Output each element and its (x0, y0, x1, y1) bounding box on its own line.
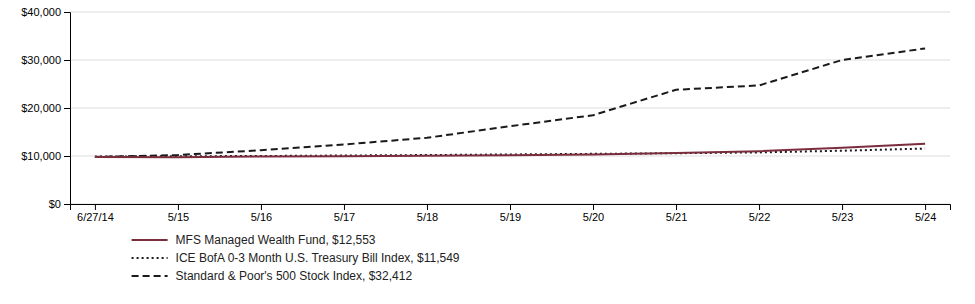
x-tick-label: 5/20 (583, 211, 604, 223)
legend-label: MFS Managed Wealth Fund, $12,553 (176, 233, 376, 247)
x-tick-label: 5/19 (500, 211, 521, 223)
y-tick: $30,000 (21, 54, 70, 66)
y-tick: $0 (49, 198, 70, 210)
x-tick: 5/22 (749, 204, 770, 223)
y-tick-mark (64, 156, 70, 157)
x-tick-label: 5/15 (168, 211, 189, 223)
y-tick-label: $10,000 (21, 150, 61, 162)
legend: MFS Managed Wealth Fund, $12,553 ICE BofA… (132, 233, 460, 283)
legend-swatch (132, 275, 168, 277)
x-tick-mark (427, 204, 428, 210)
y-tick: $40,000 (21, 6, 70, 18)
legend-swatch (132, 239, 168, 241)
x-tick: 5/23 (832, 204, 853, 223)
series-line (95, 48, 925, 157)
x-tick-mark (759, 204, 760, 210)
x-tick: 5/24 (915, 204, 936, 223)
y-axis: $0 $10,000 $20,000 $30,000 $40,000 (21, 6, 70, 210)
y-tick-mark (64, 12, 70, 13)
y-tick-mark (64, 204, 70, 205)
x-tick-mark (676, 204, 677, 210)
grid (70, 12, 950, 204)
x-tick: 5/16 (251, 204, 272, 223)
x-tick-label: 5/18 (417, 211, 438, 223)
x-tick-label: 5/22 (749, 211, 770, 223)
y-tick-label: $30,000 (21, 54, 61, 66)
x-tick: 5/18 (417, 204, 438, 223)
x-tick-mark (593, 204, 594, 210)
x-tick-mark (261, 204, 262, 210)
y-axis-line (64, 13, 71, 205)
grid-line (70, 108, 950, 109)
x-tick-mark (95, 204, 96, 210)
series-line (95, 144, 925, 157)
x-axis-line (71, 205, 951, 211)
x-tick-mark (925, 204, 926, 210)
legend-label: ICE BofA 0-3 Month U.S. Treasury Bill In… (176, 251, 460, 265)
x-tick: 6/27/14 (77, 204, 114, 223)
y-tick-label: $40,000 (21, 6, 61, 18)
y-tick-mark (64, 108, 70, 109)
legend-item: Standard & Poor's 500 Stock Index, $32,4… (132, 269, 413, 283)
x-tick-label: 5/23 (832, 211, 853, 223)
grid-line (70, 12, 950, 13)
x-tick: 5/20 (583, 204, 604, 223)
x-tick-mark (178, 204, 179, 210)
x-tick: 5/15 (168, 204, 189, 223)
legend-swatch (132, 257, 168, 259)
y-tick: $10,000 (21, 150, 70, 162)
y-tick-mark (64, 60, 70, 61)
x-tick-mark (842, 204, 843, 210)
legend-item: ICE BofA 0-3 Month U.S. Treasury Bill In… (132, 251, 460, 265)
x-tick-label: 5/21 (666, 211, 687, 223)
plot: $0 $10,000 $20,000 $30,000 $40,000 6/27/14 5/1… (21, 6, 950, 223)
chart: $0 $10,000 $20,000 $30,000 $40,000 6/27/14 5/1… (0, 0, 975, 304)
legend-item: MFS Managed Wealth Fund, $12,553 (132, 233, 376, 247)
grid-line (70, 60, 950, 61)
x-tick: 5/21 (666, 204, 687, 223)
x-tick-label: 6/27/14 (77, 211, 114, 223)
x-tick-label: 5/16 (251, 211, 272, 223)
legend-label: Standard & Poor's 500 Stock Index, $32,4… (176, 269, 413, 283)
x-tick: 5/19 (500, 204, 521, 223)
y-tick: $20,000 (21, 102, 70, 114)
lines (95, 48, 925, 157)
x-tick-label: 5/24 (915, 211, 936, 223)
x-tick: 5/17 (334, 204, 355, 223)
x-axis: 6/27/14 5/15 5/16 5/17 5/18 5/19 5/20 5/21 5/22 5… (71, 204, 951, 223)
y-tick-label: $0 (49, 198, 61, 210)
x-tick-mark (510, 204, 511, 210)
x-tick-mark (344, 204, 345, 210)
y-tick-label: $20,000 (21, 102, 61, 114)
x-tick-label: 5/17 (334, 211, 355, 223)
